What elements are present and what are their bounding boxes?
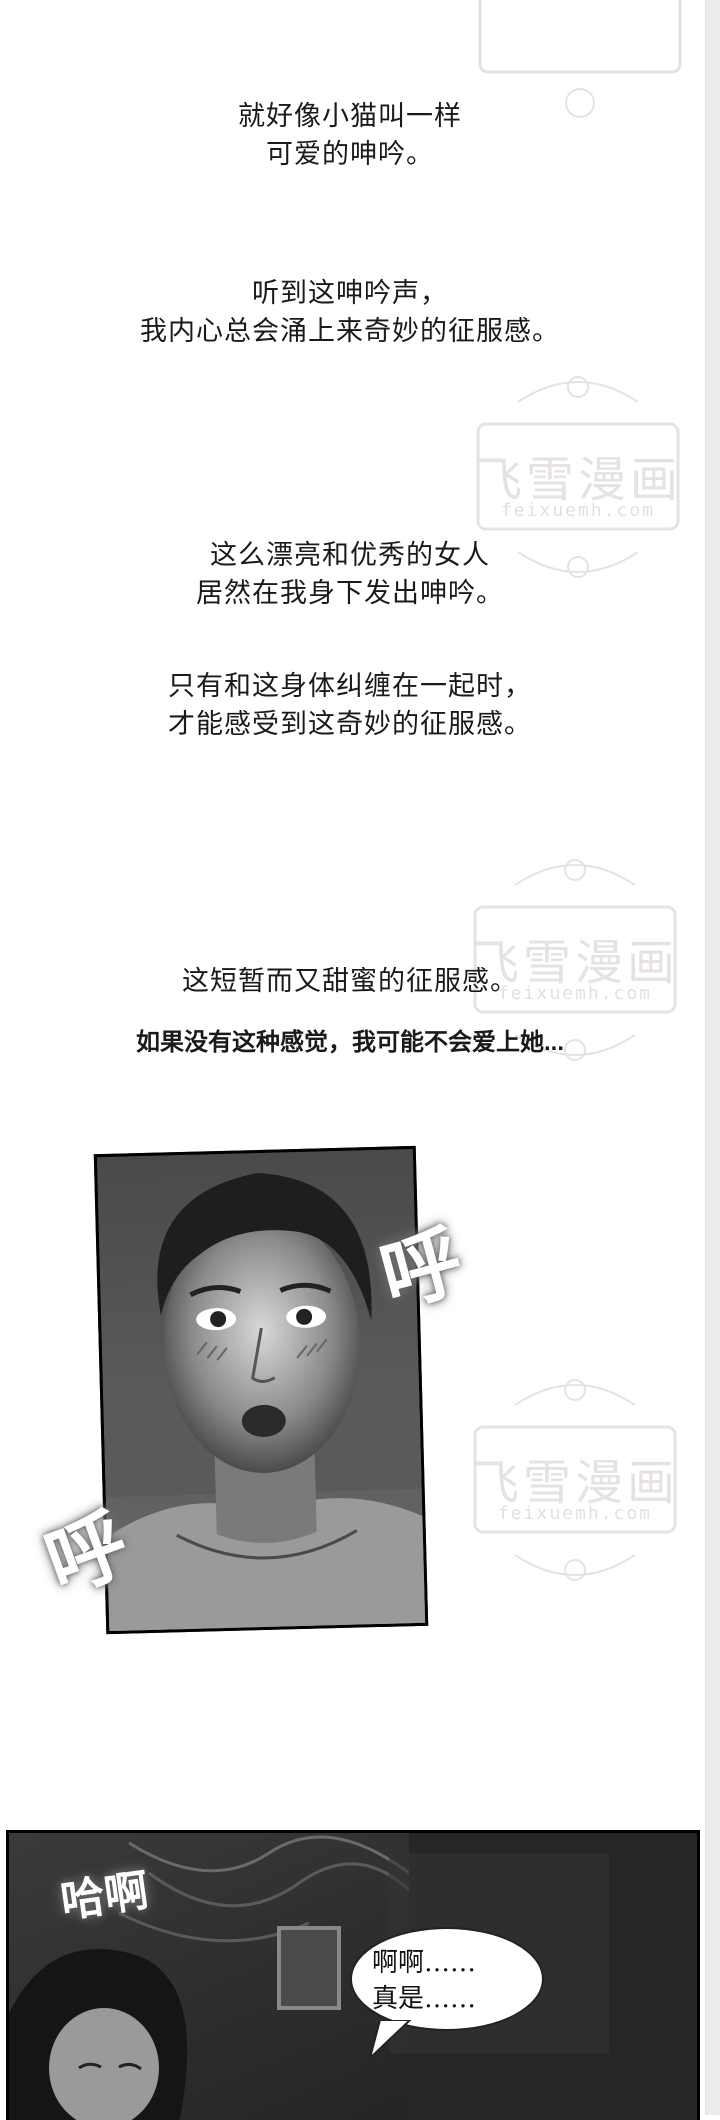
speech-bubble-text: 啊啊…… 真是…… xyxy=(372,1945,532,2017)
caption-line: 居然在我身下发出呻吟。 xyxy=(196,578,504,609)
sfx-haa: 哈啊 xyxy=(57,1865,152,1928)
caption-line: 听到这呻吟声， xyxy=(252,278,448,309)
watermark-title: 飞雪漫画 xyxy=(470,935,679,991)
caption-1: 就好像小猫叫一样 可爱的呻吟。 xyxy=(0,98,700,174)
caption-line: 这短暂而又甜蜜的征服感。 xyxy=(182,966,518,997)
watermark-frame-icon xyxy=(473,1379,677,1581)
watermark-frame-icon xyxy=(476,376,680,578)
watermark-title: 飞雪漫画 xyxy=(470,1455,679,1511)
caption-line: 这么漂亮和优秀的女人 xyxy=(210,540,490,571)
caption-3: 这么漂亮和优秀的女人 居然在我身下发出呻吟。 xyxy=(0,537,700,613)
caption-line: 我内心总会涌上来奇妙的征服感。 xyxy=(140,316,560,347)
caption-line: 才能感受到这奇妙的征服感。 xyxy=(168,709,532,740)
watermark-frame-icon xyxy=(473,859,677,1061)
caption-4: 只有和这身体纠缠在一起时， 才能感受到这奇妙的征服感。 xyxy=(0,668,700,744)
scrollbar[interactable] xyxy=(705,0,720,2115)
speech-line: 啊啊…… xyxy=(372,1948,477,1978)
watermark-url: feixuemh.com xyxy=(497,983,653,1004)
caption-line: 就好像小猫叫一样 xyxy=(238,101,462,132)
watermark: 飞雪漫画 feixuemh.com xyxy=(458,362,698,592)
caption-sans: 如果没有这种感觉，我可能不会爱上她... xyxy=(135,1029,564,1056)
speech-bubble xyxy=(350,1927,544,2031)
watermark-title: 飞雪漫画 xyxy=(473,452,682,508)
watermark-frame-icon xyxy=(478,0,682,118)
speech-bubble-tail xyxy=(370,2020,412,2060)
watermark-url: feixuemh.com xyxy=(497,1503,653,1524)
watermark xyxy=(460,0,700,135)
man-illustration xyxy=(96,1148,429,1635)
watermark-url: feixuemh.com xyxy=(500,500,656,521)
caption-2: 听到这呻吟声， 我内心总会涌上来奇妙的征服感。 xyxy=(0,275,700,351)
watermark: 飞雪漫画 feixuemh.com xyxy=(455,1365,695,1595)
watermark: 飞雪漫画 feixuemh.com xyxy=(455,845,695,1075)
comic-panel-man xyxy=(93,1145,429,1635)
speech-line: 真是…… xyxy=(372,1984,477,2014)
caption-line: 只有和这身体纠缠在一起时， xyxy=(168,671,532,702)
caption-5: 这短暂而又甜蜜的征服感。 xyxy=(0,963,700,1001)
caption-line: 可爱的呻吟。 xyxy=(266,139,434,170)
